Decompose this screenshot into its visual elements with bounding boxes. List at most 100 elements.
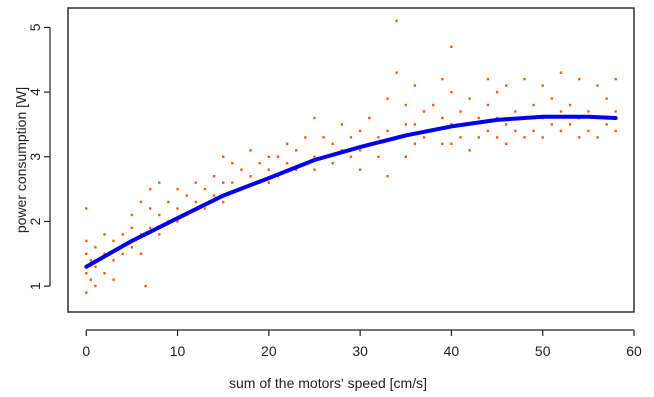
y-tick-label: 5 <box>27 23 43 31</box>
data-point <box>550 123 553 126</box>
data-point <box>349 136 353 139</box>
data-point <box>368 116 371 120</box>
data-point <box>276 155 280 158</box>
data-point <box>267 181 270 184</box>
data-point <box>285 162 289 165</box>
data-point <box>112 239 115 243</box>
data-point <box>596 136 599 139</box>
data-point <box>413 84 417 87</box>
data-point <box>587 110 590 113</box>
data-point <box>614 77 617 81</box>
data-point <box>349 155 353 158</box>
data-point <box>413 123 417 126</box>
data-point <box>121 252 124 255</box>
data-point <box>94 284 97 288</box>
data-point <box>422 110 426 113</box>
data-point <box>89 259 92 262</box>
x-tick-label: 30 <box>352 343 368 359</box>
data-point <box>249 149 252 152</box>
data-point <box>559 110 563 113</box>
data-point <box>149 226 152 230</box>
data-point <box>532 103 535 107</box>
data-point <box>377 136 380 139</box>
data-point <box>568 123 572 126</box>
fit-curve-line <box>84 114 618 269</box>
data-point <box>541 84 544 87</box>
data-point <box>89 278 92 281</box>
data-point <box>614 110 617 113</box>
data-point <box>404 123 407 126</box>
y-tick-label: 4 <box>27 88 43 96</box>
data-point <box>358 149 362 152</box>
data-point <box>231 181 234 184</box>
data-point <box>203 207 207 210</box>
data-point <box>422 136 426 139</box>
data-point <box>486 77 490 81</box>
x-tick-label: 20 <box>261 343 277 359</box>
data-point <box>212 194 216 197</box>
data-point <box>486 103 490 107</box>
data-point <box>285 142 289 145</box>
data-point <box>505 84 508 87</box>
data-point <box>313 155 316 158</box>
data-point <box>103 252 106 255</box>
data-point <box>441 142 444 145</box>
x-tick-label: 0 <box>82 343 90 359</box>
data-point <box>130 213 134 217</box>
data-point <box>295 149 298 152</box>
data-point <box>386 129 389 133</box>
data-point <box>450 142 453 145</box>
data-point <box>450 45 453 48</box>
data-point <box>331 162 334 165</box>
data-point <box>258 162 261 165</box>
data-point <box>85 272 88 275</box>
data-point <box>94 265 97 268</box>
data-point <box>85 291 88 294</box>
data-point <box>158 213 161 217</box>
data-point <box>395 71 398 74</box>
data-point <box>386 97 389 100</box>
data-point <box>486 129 490 133</box>
data-point <box>130 246 134 249</box>
data-point <box>559 71 563 74</box>
data-point <box>468 97 471 100</box>
data-point <box>395 19 398 23</box>
data-point <box>185 194 188 197</box>
data-point <box>386 175 389 178</box>
data-point <box>313 116 316 120</box>
data-point <box>222 200 225 204</box>
data-point <box>249 175 252 178</box>
data-point <box>477 136 480 139</box>
data-point <box>112 259 115 262</box>
data-point <box>295 168 298 171</box>
data-point <box>413 142 417 145</box>
data-point <box>240 168 243 171</box>
data-point <box>514 129 517 133</box>
y-axis-label: power consumption [W] <box>13 87 29 233</box>
data-point <box>139 200 143 204</box>
data-point <box>149 207 152 210</box>
data-point <box>158 181 161 184</box>
data-point <box>176 220 179 223</box>
data-point <box>532 129 535 133</box>
data-point <box>523 77 526 81</box>
data-point <box>194 200 197 204</box>
data-point <box>587 129 590 133</box>
data-point <box>94 246 97 249</box>
data-point <box>541 136 544 139</box>
data-point <box>614 129 617 133</box>
data-points <box>85 19 617 294</box>
data-point <box>103 233 106 236</box>
x-axis-label: sum of the motors' speed [cm/s] <box>229 375 427 391</box>
data-point <box>605 97 608 100</box>
data-point <box>158 233 161 236</box>
data-point <box>468 149 471 152</box>
data-point <box>523 136 526 139</box>
x-axis: 0 10 20 30 40 50 60 <box>82 329 642 359</box>
data-point <box>340 123 344 126</box>
data-point <box>377 155 380 158</box>
data-point <box>231 162 234 165</box>
data-point <box>112 278 115 281</box>
x-tick-label: 60 <box>626 343 642 359</box>
data-point <box>139 252 143 255</box>
